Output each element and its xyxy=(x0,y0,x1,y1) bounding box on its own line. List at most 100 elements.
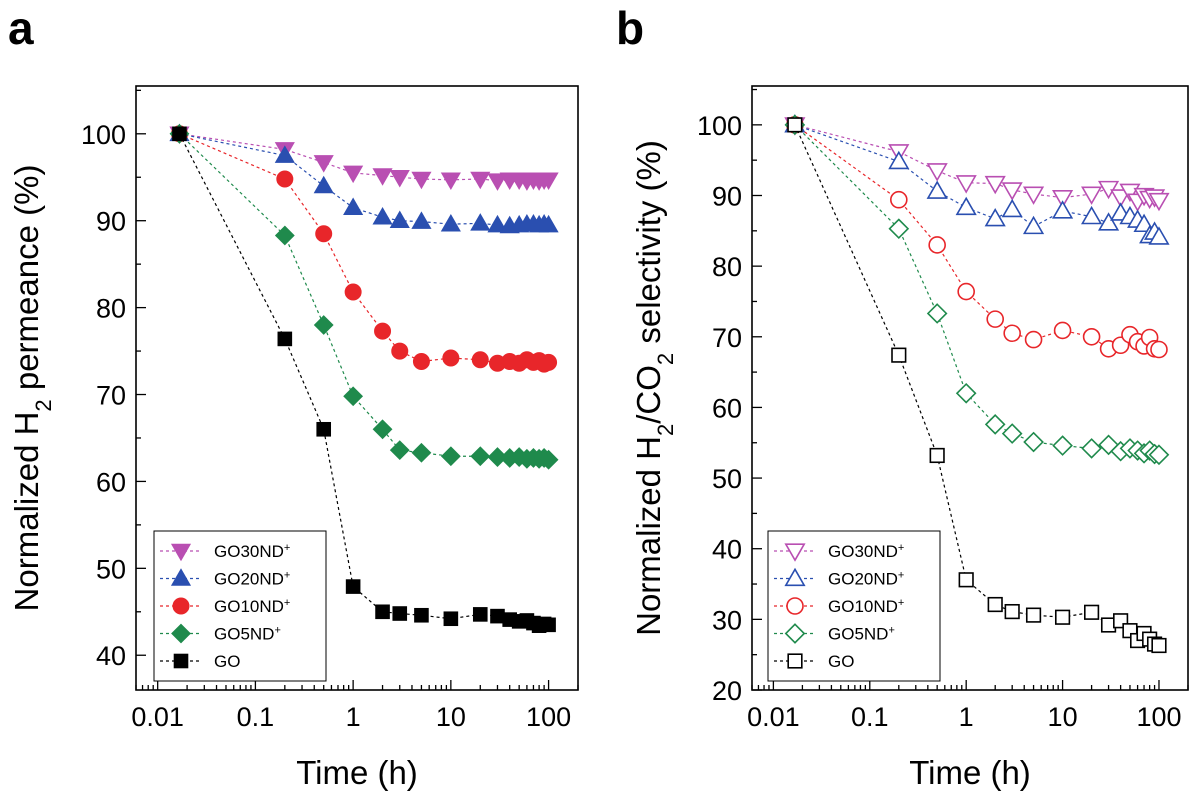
data-point xyxy=(372,419,393,440)
legend-label: GO5ND+ xyxy=(214,625,281,644)
legend-marker xyxy=(784,623,806,644)
y-title-part: Normalized H xyxy=(630,436,667,636)
series-go30nd xyxy=(784,117,1170,212)
data-point xyxy=(926,303,948,324)
data-point xyxy=(986,310,1005,328)
y-axis-title: Normalized H2 permeance (%) xyxy=(8,165,56,612)
legend-label: GO10ND+ xyxy=(828,597,904,616)
x-tick-label: 1 xyxy=(346,702,361,732)
x-tick-label: 0.1 xyxy=(851,702,889,732)
data-point xyxy=(929,447,945,464)
data-point xyxy=(958,572,974,588)
panel-a-chart: 0.01 0.1 1 10 100 40 50 60 70 80 90 100 Time (h) Norm… xyxy=(8,85,579,791)
legend-label: GO10ND+ xyxy=(214,597,290,616)
data-point xyxy=(926,163,948,182)
legend-marker xyxy=(784,567,806,587)
data-point xyxy=(955,175,977,194)
data-point xyxy=(1001,198,1023,218)
data-point xyxy=(538,449,559,470)
data-point xyxy=(1081,438,1102,459)
data-point xyxy=(928,236,946,254)
data-point xyxy=(313,315,334,335)
data-point xyxy=(984,414,1006,435)
y-tick-label: 60 xyxy=(96,467,126,497)
data-point xyxy=(955,382,977,404)
data-point xyxy=(172,126,187,142)
legend: GO30ND+GO20ND+GO10ND+GO5ND+GO xyxy=(153,530,327,682)
data-point xyxy=(1004,603,1020,620)
data-point xyxy=(1001,423,1023,444)
data-point xyxy=(1052,435,1073,456)
data-point xyxy=(372,207,393,225)
data-point xyxy=(470,171,491,190)
data-point xyxy=(412,352,430,370)
y-tick-label: 80 xyxy=(712,252,742,282)
data-point xyxy=(984,175,1006,195)
series-go10nd xyxy=(170,125,558,373)
data-point xyxy=(955,196,977,216)
legend-marker xyxy=(172,597,190,615)
data-point xyxy=(472,607,488,622)
data-point xyxy=(538,214,559,233)
y-tick-label: 100 xyxy=(81,120,126,150)
legend-label-superscript: + xyxy=(284,570,290,582)
legend-label-name: GO xyxy=(214,652,240,671)
data-point xyxy=(389,440,410,461)
data-point xyxy=(890,190,908,209)
y-tick-label: 40 xyxy=(712,535,742,565)
data-point xyxy=(1022,215,1045,235)
legend-label-name: GO xyxy=(828,652,854,671)
legend: GO30ND+GO20ND+GO10ND+GO5ND+GO xyxy=(767,530,941,682)
data-point xyxy=(1003,324,1021,343)
x-axis-title: Time (h) xyxy=(909,754,1031,791)
data-point xyxy=(313,175,334,194)
data-point xyxy=(1001,182,1023,201)
legend-label-name: GO20ND xyxy=(214,570,284,589)
legend-label-name: GO20ND xyxy=(828,570,898,589)
data-point xyxy=(487,447,508,467)
data-point xyxy=(888,150,910,170)
data-point xyxy=(274,145,295,163)
plot-frame xyxy=(135,85,579,691)
series-go xyxy=(172,126,556,633)
data-point xyxy=(1082,327,1101,346)
data-point xyxy=(343,386,364,407)
legend-label-superscript: + xyxy=(898,542,904,554)
data-point xyxy=(984,208,1006,227)
y-title-part: permeance (%) xyxy=(8,165,45,400)
legend-label: GO5ND+ xyxy=(828,625,895,644)
legend-label: GO30ND+ xyxy=(214,542,290,561)
plot-frame xyxy=(751,85,1189,691)
data-point xyxy=(1023,431,1044,453)
y-tick-label: 70 xyxy=(712,323,742,353)
x-tick-label: 0.01 xyxy=(747,702,800,732)
y-tick-label: 70 xyxy=(96,381,126,411)
data-point xyxy=(1053,321,1072,340)
series-go10nd xyxy=(786,116,1168,359)
series-line xyxy=(179,133,549,365)
legend-marker xyxy=(171,623,191,644)
data-point xyxy=(1098,434,1119,456)
data-point xyxy=(440,213,461,232)
data-point xyxy=(1151,637,1167,654)
data-point xyxy=(1097,212,1120,231)
legend-label-superscript: + xyxy=(898,597,904,609)
legend-label: GO30ND+ xyxy=(828,542,904,561)
legend-label-superscript: + xyxy=(898,570,904,582)
panel-label-b: b xyxy=(616,2,644,54)
legend-label-name: GO10ND xyxy=(828,597,898,616)
data-point xyxy=(315,225,333,243)
y-title-subscript: 2 xyxy=(653,424,678,436)
data-point xyxy=(414,607,429,623)
data-point xyxy=(888,218,910,240)
y-tick-label: 40 xyxy=(96,641,126,671)
series-go20nd xyxy=(784,114,1170,245)
data-point xyxy=(374,322,392,340)
data-point xyxy=(375,604,390,620)
data-point xyxy=(538,172,559,191)
data-point xyxy=(389,210,410,229)
legend-label-superscript: + xyxy=(284,542,290,554)
panel-b-chart: 0.01 0.1 1 10 100 20 30 40 50 60 70 80 90 100 Time (h)… xyxy=(630,85,1189,791)
x-tick-label: 1 xyxy=(959,702,974,732)
